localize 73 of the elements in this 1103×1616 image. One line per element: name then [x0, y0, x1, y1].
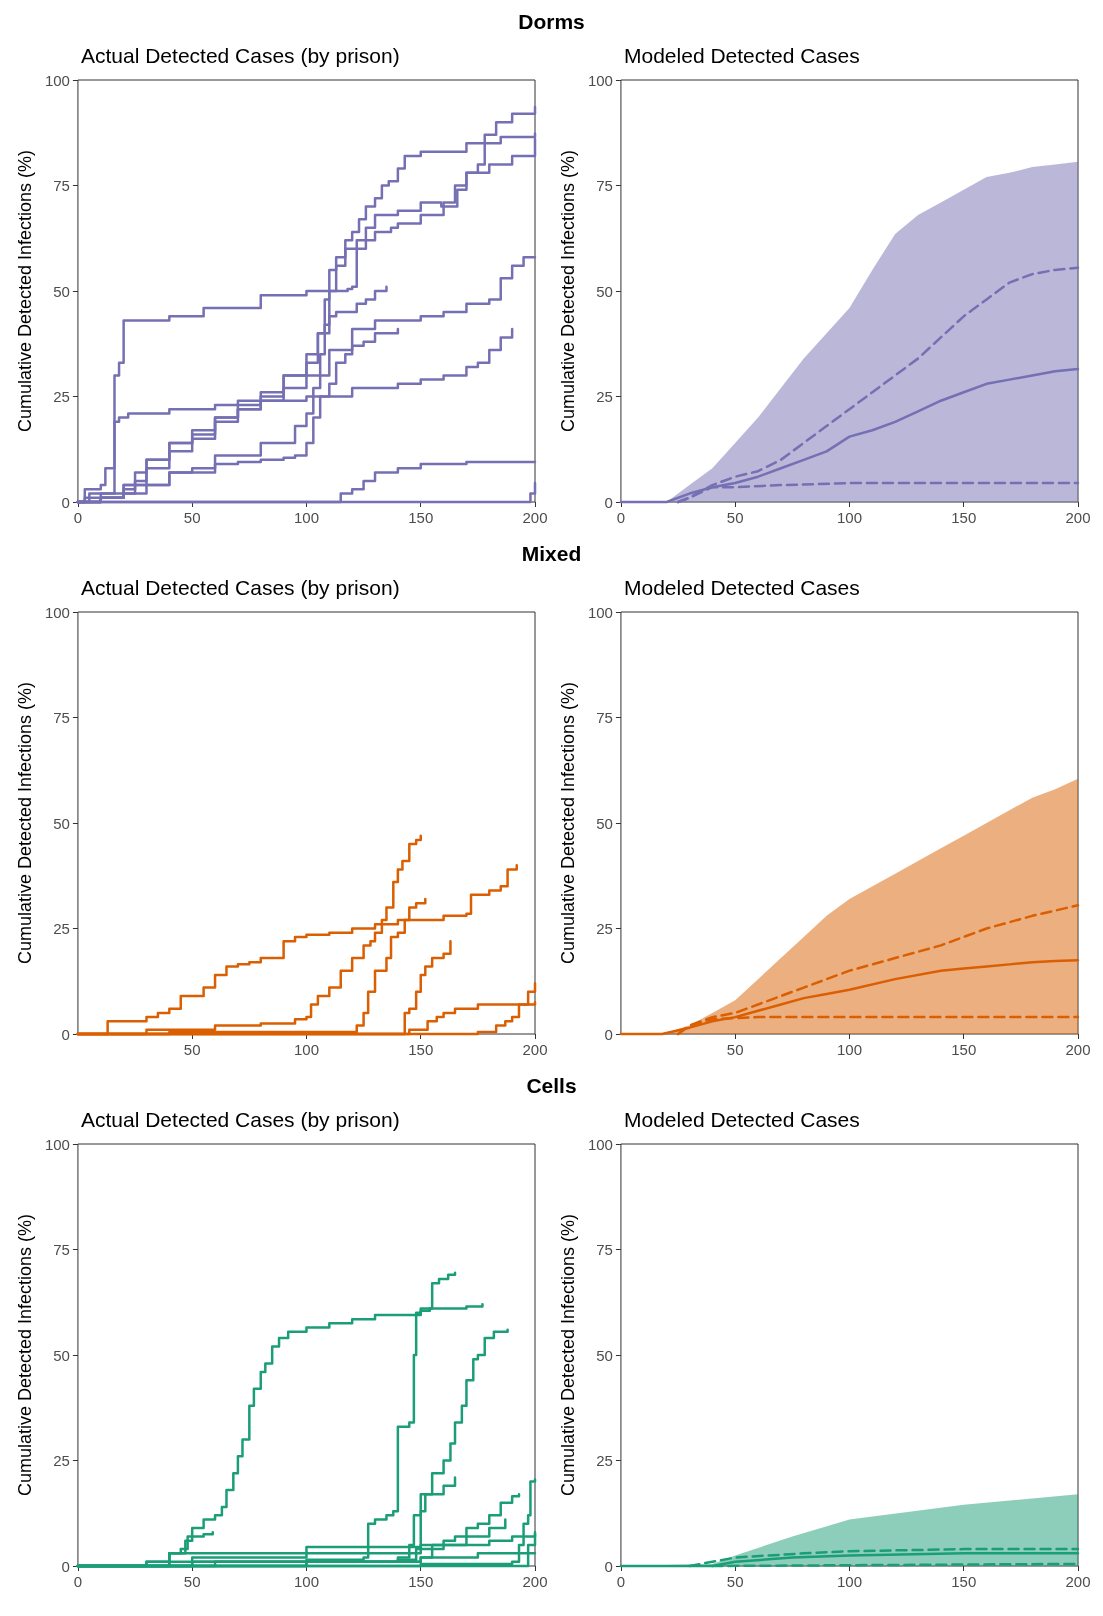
y-tick-label: 50 [596, 1346, 613, 1364]
x-tick-label: 0 [73, 1573, 83, 1590]
chart-title: Dorms [517, 9, 586, 35]
y-axis-title: Cumulative Detected Infections (%) [558, 681, 578, 965]
y-tick-label: 0 [604, 1557, 613, 1575]
y-axis-title: Cumulative Detected Infections (%) [15, 149, 35, 433]
x-tick-label: 0 [616, 509, 626, 526]
y-tick-label: 100 [587, 603, 613, 621]
x-tick-label: 200 [1065, 509, 1091, 526]
x-tick-label: 200 [522, 1041, 548, 1058]
x-tick-label: 150 [408, 1041, 434, 1058]
x-tick-label: 200 [1065, 1573, 1091, 1590]
y-tick-label: 75 [53, 709, 70, 726]
chart-subtitle: Actual Detected Cases (by prison) [81, 1108, 400, 1131]
x-tick-label: 100 [293, 509, 319, 526]
y-tick-label: 100 [587, 71, 613, 89]
x-tick-label: 150 [408, 1573, 434, 1590]
y-tick-label: 100 [44, 71, 70, 89]
chart-title: Cells [525, 1073, 578, 1099]
x-tick-label: 50 [726, 1041, 744, 1058]
y-tick-label: 75 [596, 709, 613, 726]
y-tick-label: 100 [44, 603, 70, 621]
x-tick-label: 50 [726, 1573, 744, 1590]
x-tick-label: 200 [522, 1573, 548, 1590]
x-tick-label: 50 [183, 1041, 201, 1058]
y-tick-label: 0 [61, 493, 70, 511]
chart-subtitle: Modeled Detected Cases [624, 576, 860, 599]
x-tick-label: 150 [951, 1041, 977, 1058]
x-tick-label: 200 [1065, 1041, 1091, 1058]
x-tick-label: 100 [836, 1573, 862, 1590]
y-tick-label: 75 [596, 1241, 613, 1258]
y-tick-label: 25 [53, 920, 70, 937]
y-axis-title: Cumulative Detected Infections (%) [15, 1213, 35, 1497]
y-tick-label: 75 [53, 177, 70, 194]
y-tick-label: 0 [61, 1557, 70, 1575]
y-tick-label: 0 [604, 1025, 613, 1043]
y-tick-label: 50 [53, 814, 70, 832]
y-tick-label: 25 [53, 1452, 70, 1469]
x-tick-label: 50 [183, 509, 201, 526]
x-tick-label: 150 [951, 509, 977, 526]
y-tick-label: 50 [596, 814, 613, 832]
chart-subtitle: Actual Detected Cases (by prison) [81, 44, 400, 67]
y-tick-label: 100 [587, 1135, 613, 1153]
x-tick-label: 100 [836, 1041, 862, 1058]
x-tick-label: 50 [183, 1573, 201, 1590]
y-axis-title: Cumulative Detected Infections (%) [558, 1213, 578, 1497]
x-tick-label: 0 [616, 1573, 626, 1590]
chart-subtitle: Actual Detected Cases (by prison) [81, 576, 400, 599]
y-axis-title: Cumulative Detected Infections (%) [558, 149, 578, 433]
y-tick-label: 75 [53, 1241, 70, 1258]
chart-subtitle: Modeled Detected Cases [624, 44, 860, 67]
x-tick-label: 150 [408, 509, 434, 526]
y-axis-title: Cumulative Detected Infections (%) [15, 681, 35, 965]
x-tick-label: 50 [726, 509, 744, 526]
y-tick-label: 25 [596, 1452, 613, 1469]
y-tick-label: 0 [61, 1025, 70, 1043]
x-tick-label: 100 [293, 1573, 319, 1590]
x-tick-label: 0 [73, 509, 83, 526]
x-tick-label: 100 [293, 1041, 319, 1058]
y-tick-label: 50 [53, 1346, 70, 1364]
x-tick-label: 200 [522, 509, 548, 526]
y-tick-label: 0 [604, 493, 613, 511]
y-tick-label: 75 [596, 177, 613, 194]
chart-title: Mixed [520, 541, 583, 567]
y-tick-label: 25 [596, 388, 613, 405]
y-tick-label: 100 [44, 1135, 70, 1153]
x-tick-label: 150 [951, 1573, 977, 1590]
chart-subtitle: Modeled Detected Cases [624, 1108, 860, 1131]
x-tick-label: 100 [836, 509, 862, 526]
y-tick-label: 50 [596, 282, 613, 300]
y-tick-label: 50 [53, 282, 70, 300]
y-tick-label: 25 [53, 388, 70, 405]
y-tick-label: 25 [596, 920, 613, 937]
